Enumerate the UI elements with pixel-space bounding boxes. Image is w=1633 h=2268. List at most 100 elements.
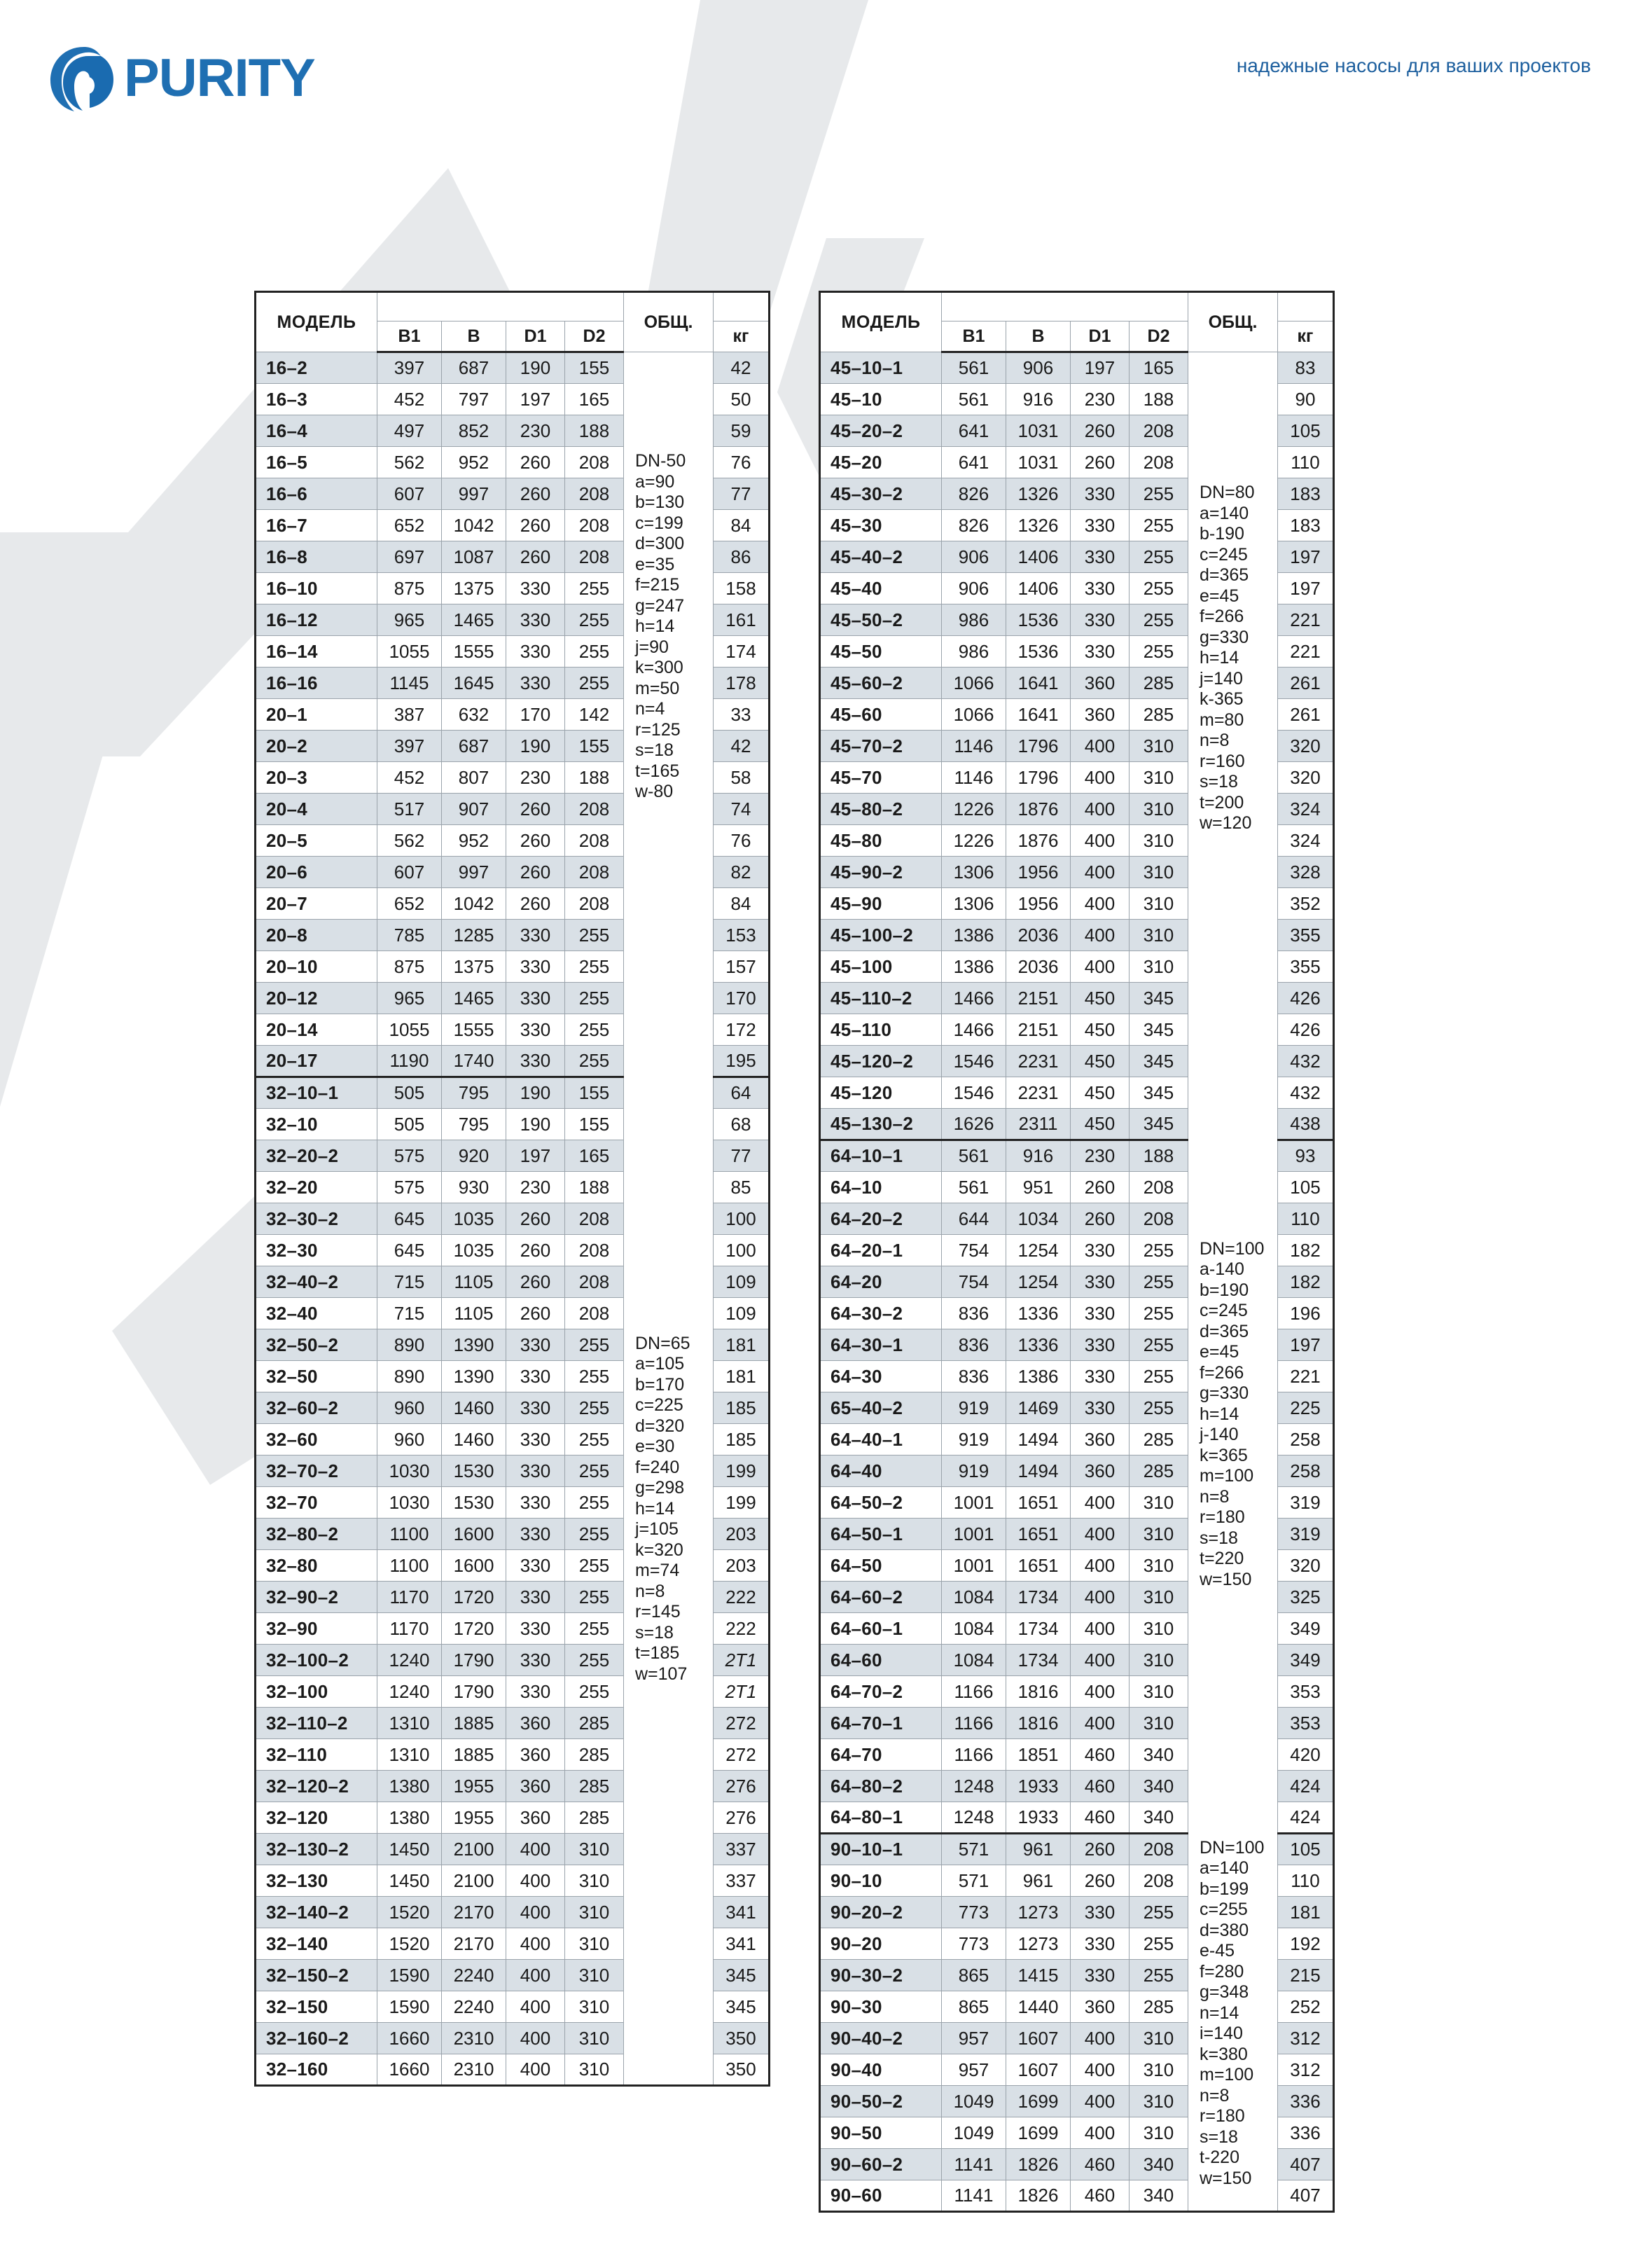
cell-model: 45–40 [819, 572, 942, 604]
cell-d2: 255 [1129, 478, 1188, 510]
cell-b: 930 [441, 1171, 506, 1203]
cell-b1: 826 [941, 478, 1006, 510]
table-row: 20–5 562 952 260 208 76 [255, 824, 770, 857]
cell-kg: 222 [713, 1581, 770, 1613]
cell-d2: 255 [564, 667, 624, 699]
cell-d2: 345 [1129, 1045, 1188, 1077]
cell-b: 1651 [1006, 1549, 1071, 1582]
cell-d2: 165 [564, 383, 624, 415]
col-header-obsh: ОБЩ. [1188, 291, 1278, 352]
cell-model: 45–20–2 [819, 415, 942, 447]
cell-model: 32–90 [255, 1612, 377, 1645]
cell-model: 45–10–1 [819, 352, 942, 384]
cell-b1: 641 [941, 415, 1006, 447]
cell-model: 32–70–2 [255, 1455, 377, 1487]
cell-d2: 310 [564, 2022, 624, 2054]
table-row: 64–50 1001 1651 400 310 320 [819, 1549, 1334, 1582]
cell-b: 997 [441, 478, 506, 510]
table-row: 90–60–2 1141 1826 460 340 407 [819, 2148, 1334, 2180]
cell-b: 1816 [1006, 1707, 1071, 1739]
cell-b: 1790 [441, 1675, 506, 1708]
cell-kg: 77 [713, 1140, 770, 1172]
cell-d1: 197 [506, 1140, 565, 1172]
cell-d2: 165 [1129, 352, 1188, 384]
cell-kg: 196 [1277, 1297, 1334, 1329]
cell-d1: 400 [1070, 761, 1130, 794]
cell-b1: 960 [377, 1392, 442, 1424]
cell-d1: 400 [506, 1896, 565, 1928]
cell-b: 1390 [441, 1360, 506, 1392]
cell-d1: 330 [506, 667, 565, 699]
cell-d2: 255 [1129, 1928, 1188, 1960]
cell-kg: 197 [1277, 541, 1334, 573]
cell-d1: 330 [506, 1329, 565, 1361]
cell-b1: 754 [941, 1266, 1006, 1298]
cell-d1: 330 [506, 950, 565, 983]
cell-d2: 345 [1129, 1108, 1188, 1141]
cell-b: 1031 [1006, 446, 1071, 478]
cell-b: 1876 [1006, 824, 1071, 857]
cell-d2: 310 [1129, 856, 1188, 888]
cell-b: 907 [441, 793, 506, 825]
cell-b: 2036 [1006, 919, 1071, 951]
table-row: 32–110–2 1310 1885 360 285 272 [255, 1707, 770, 1739]
cell-d2: 310 [1129, 950, 1188, 983]
cell-model: 32–40–2 [255, 1266, 377, 1298]
cell-b: 1641 [1006, 667, 1071, 699]
cell-d2: 208 [564, 478, 624, 510]
cell-d2: 285 [1129, 1455, 1188, 1487]
cell-d2: 188 [1129, 1140, 1188, 1172]
cell-kg: 93 [1277, 1140, 1334, 1172]
cell-b1: 773 [941, 1928, 1006, 1960]
cell-d2: 155 [564, 352, 624, 384]
cell-model: 64–70–1 [819, 1707, 942, 1739]
cell-kg: 181 [713, 1360, 770, 1392]
cell-kg: 203 [713, 1518, 770, 1550]
table-row: 20–3 452 807 230 188 58 [255, 761, 770, 794]
cell-model: 32–130 [255, 1865, 377, 1897]
table-row: 45–50 986 1536 330 255 221 [819, 635, 1334, 668]
table-row: 32–140–2 1520 2170 400 310 341 [255, 1896, 770, 1928]
cell-model: 90–60–2 [819, 2148, 942, 2180]
col-header-b1: B1 [377, 321, 442, 353]
table-row: 64–60 1084 1734 400 310 349 [819, 1644, 1334, 1676]
cell-kg: 42 [713, 730, 770, 762]
cell-b: 797 [441, 383, 506, 415]
cell-b1: 919 [941, 1423, 1006, 1455]
cell-kg: 272 [713, 1738, 770, 1771]
cell-d2: 310 [1129, 1707, 1188, 1739]
cell-b1: 1248 [941, 1770, 1006, 1802]
cell-b1: 1450 [377, 1865, 442, 1897]
cell-d1: 400 [506, 1865, 565, 1897]
page-header: PURITY надежные насосы для ваших проекто… [0, 0, 1633, 161]
cell-b1: 1240 [377, 1675, 442, 1708]
cell-b1: 865 [941, 1991, 1006, 2023]
cell-b: 1105 [441, 1297, 506, 1329]
cell-model: 64–10–1 [819, 1140, 942, 1172]
cell-b1: 497 [377, 415, 442, 447]
cell-d1: 330 [506, 982, 565, 1014]
cell-d2: 310 [564, 1991, 624, 2023]
dimensions-table-right: МОДЕЛЬ ОБЩ. B1 B D1 D2 кг 45–10–1 561 906 1… [819, 291, 1335, 2213]
table-head: МОДЕЛЬ ОБЩ. B1 B D1 D2 кг [819, 291, 1334, 353]
cell-b1: 1170 [377, 1581, 442, 1613]
table-row: 45–110–2 1466 2151 450 345 426 [819, 982, 1334, 1014]
cell-d1: 230 [506, 415, 565, 447]
table-row: 32–120–2 1380 1955 360 285 276 [255, 1770, 770, 1802]
cell-model: 64–60–1 [819, 1612, 942, 1645]
cell-b: 916 [1006, 383, 1071, 415]
cell-d2: 208 [1129, 415, 1188, 447]
cell-model: 16–14 [255, 635, 377, 668]
cell-d1: 450 [1070, 1108, 1130, 1141]
cell-d2: 255 [1129, 1959, 1188, 1991]
cell-b1: 561 [941, 352, 1006, 384]
cell-d1: 450 [1070, 982, 1130, 1014]
cell-d2: 255 [564, 1455, 624, 1487]
cell-model: 20–4 [255, 793, 377, 825]
cell-kg: 83 [1277, 352, 1334, 384]
cell-d1: 400 [1070, 730, 1130, 762]
cell-d1: 190 [506, 1108, 565, 1140]
cell-model: 16–8 [255, 541, 377, 573]
cell-b1: 575 [377, 1140, 442, 1172]
cell-d1: 230 [1070, 383, 1130, 415]
